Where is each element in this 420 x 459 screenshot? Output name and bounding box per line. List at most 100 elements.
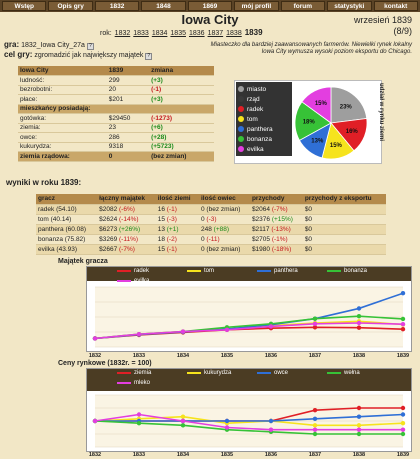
chart-legend-label: ziemia: [134, 370, 152, 376]
stat-cell: $29450: [106, 113, 150, 124]
nav-item-0[interactable]: Wstęp: [2, 1, 47, 11]
stat-cell: (+3): [149, 94, 214, 105]
nav-item-3[interactable]: 1848: [141, 1, 186, 11]
players-cell: evilka (43.93): [36, 244, 98, 255]
cell-change: (-3): [166, 215, 177, 223]
cell-change: (+88): [213, 225, 230, 233]
year-link[interactable]: 1835: [170, 30, 186, 37]
cell-value: $2705: [251, 235, 272, 243]
data-point-evilka: [312, 321, 318, 327]
players-cell: 16 (-1): [155, 204, 199, 215]
nav-item-7[interactable]: statystyki: [327, 1, 372, 11]
stats-row: bezrobotni: 20 (-1): [18, 85, 214, 95]
year-link[interactable]: 1836: [188, 30, 205, 37]
players-cell: $2705 (-1%): [249, 234, 303, 245]
series-line-mleko: [94, 413, 403, 431]
players-cell: $2064 (-7%): [249, 204, 303, 215]
cell-change: (+26%): [119, 225, 141, 233]
cell-change: (-1%): [271, 235, 288, 243]
players-cell: $0: [302, 234, 386, 245]
data-point-owce: [268, 418, 274, 424]
cell-value: 248: [201, 225, 214, 233]
players-header-cell: gracz: [36, 194, 98, 205]
stat-cell: zmiana: [149, 66, 214, 76]
pie-legend-label: evilka: [247, 145, 264, 153]
chart-legend-label: mleko: [134, 380, 151, 386]
chart-legend-label: owce: [274, 370, 289, 376]
players-cell: $2117 (-13%): [249, 224, 303, 235]
pie-legend-swatch: [238, 106, 244, 112]
year-link[interactable]: 1832: [114, 30, 131, 37]
nav-item-4[interactable]: 1869: [187, 1, 233, 11]
cell-change: (-7%): [271, 205, 288, 213]
stat-cell: 23: [106, 123, 150, 133]
series-line-wełna: [94, 420, 403, 435]
players-cell: $2376 (+15%): [249, 214, 303, 225]
pie-legend-label: miasto: [247, 85, 267, 93]
nav-item-5[interactable]: mój profil: [234, 1, 279, 11]
stat-cell: (-1273): [149, 113, 214, 124]
data-point-ziemia: [356, 405, 362, 411]
city-title: Iowa City: [181, 12, 239, 27]
price-chart-svg: [92, 394, 406, 448]
stat-cell: 9318: [106, 142, 150, 152]
players-row: evilka (43.93) $2667 (-7%) 15 (-1) 0 (bez z…: [36, 244, 386, 255]
stat-cell: ziemia:: [18, 123, 107, 133]
data-point-mleko: [136, 412, 142, 417]
cell-change: (-14%): [119, 215, 139, 223]
chart-legend-swatch: [117, 270, 131, 272]
cell-value: $2064: [251, 205, 272, 213]
cell-change: (-2): [166, 235, 177, 243]
x-tick-label: 1836: [264, 452, 278, 458]
pie-slice-label: 15%: [330, 143, 343, 149]
cell-value: $6273: [99, 225, 120, 233]
nav-item-6[interactable]: forum: [280, 1, 326, 11]
data-point-evilka: [400, 321, 406, 327]
nav-item-8[interactable]: kontakt: [373, 1, 418, 11]
chart-legend-swatch: [117, 372, 131, 374]
cell-value: 15: [157, 215, 167, 223]
help-icon[interactable]: ?: [86, 43, 94, 50]
data-point-mleko: [312, 427, 318, 432]
cell-value: $0: [304, 215, 313, 223]
cell-value: $2117: [251, 225, 272, 233]
year-link[interactable]: 1837: [207, 30, 224, 37]
cell-change: (-11%): [119, 235, 139, 243]
cell-value: $2667: [99, 245, 120, 253]
pie-legend-swatch: [238, 146, 244, 152]
chart-legend-item: wełna: [327, 370, 360, 376]
series-line-kukurydza: [94, 415, 404, 427]
stat-cell: ziemia rządowa:: [18, 151, 107, 162]
pie-slice-label: 23%: [340, 104, 353, 110]
chart-legend-item: tom: [187, 268, 214, 274]
stats-row: kukurydza: 9318 (+5723): [18, 142, 214, 152]
cell-value: bonanza (75.82): [38, 235, 86, 243]
stats-row: płace: $201 (+3): [18, 94, 214, 105]
nav-item-2[interactable]: 1832: [94, 1, 140, 11]
year-link[interactable]: 1834: [151, 30, 168, 37]
data-point-wełna: [356, 431, 362, 437]
top-nav: Wstęp Opis gry 1832 1848 1869 mój profil forum…: [0, 0, 420, 12]
cell-value: 15: [157, 245, 167, 253]
x-tick-label: 1834: [176, 452, 190, 458]
nav-item-1[interactable]: Opis gry: [48, 1, 93, 11]
year-link[interactable]: 1838: [226, 30, 242, 37]
cell-change: (bez zmian): [206, 245, 241, 253]
current-month: wrzesień 1839: [353, 15, 412, 25]
pie-slice-evilka: [301, 86, 332, 124]
cell-value: $0: [304, 205, 313, 213]
data-point-owce: [312, 416, 318, 422]
players-cell: 0 (-11): [199, 234, 250, 245]
x-tick-label: 1835: [220, 452, 234, 458]
game-info: gra: 1832_Iowa City_27a ?: [4, 40, 94, 50]
series-line-evilka: [94, 322, 404, 340]
help-icon[interactable]: ?: [145, 53, 153, 60]
players-header-cell: łączny majątek: [97, 194, 156, 205]
cell-change: (-11): [206, 235, 220, 243]
players-cell: $2624 (-14%): [97, 214, 156, 225]
chart-legend-swatch: [117, 280, 131, 282]
players-cell: $2667 (-7%): [97, 244, 156, 255]
stats-row: gotówka: $29450 (-1273): [18, 113, 214, 124]
year-link[interactable]: 1833: [133, 30, 149, 37]
cell-value: 16: [157, 205, 167, 213]
